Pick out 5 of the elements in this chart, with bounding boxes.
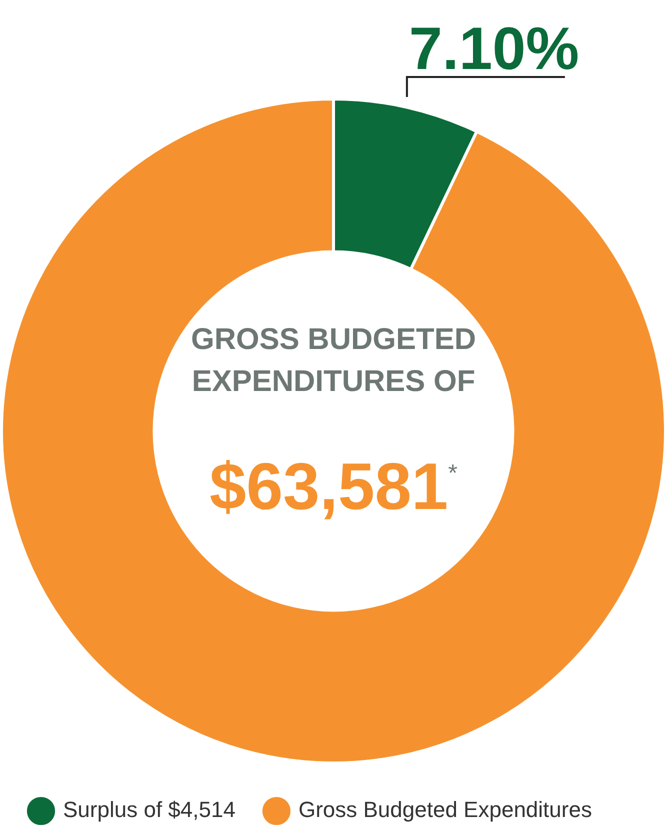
data-label: 7.10% [408, 15, 580, 82]
legend-label: Gross Budgeted Expenditures [298, 797, 592, 822]
legend-label: Surplus of $4,514 [63, 797, 236, 822]
text: GROSS BUDGETED EXPENDITURES OF [190, 323, 476, 398]
text: $63,581* [210, 449, 458, 523]
